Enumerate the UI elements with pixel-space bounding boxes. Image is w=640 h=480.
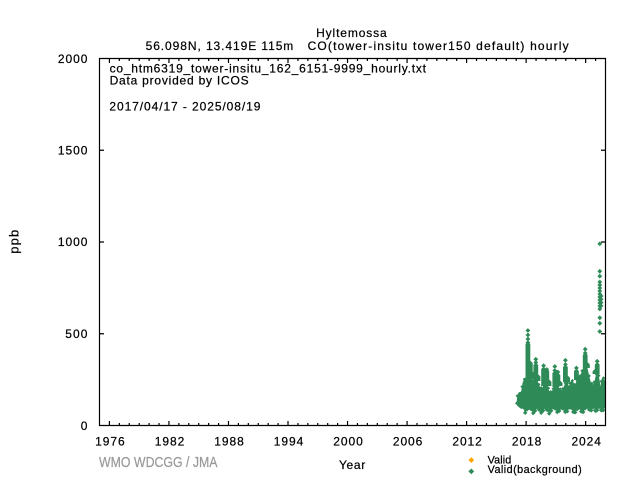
svg-text:2000: 2000 [58, 52, 88, 66]
svg-text:2000: 2000 [333, 434, 363, 448]
svg-text:Valid(background): Valid(background) [488, 464, 582, 476]
svg-text:WMO WDCGG / JMA: WMO WDCGG / JMA [99, 454, 218, 471]
svg-text:2012: 2012 [452, 434, 482, 448]
svg-text:2018: 2018 [512, 434, 542, 448]
svg-text:Data provided by ICOS: Data provided by ICOS [110, 74, 249, 88]
svg-text:1982: 1982 [155, 434, 185, 448]
svg-text:1988: 1988 [214, 434, 244, 448]
svg-text:1000: 1000 [58, 235, 88, 249]
svg-text:Valid: Valid [488, 454, 512, 466]
svg-text:500: 500 [65, 327, 87, 341]
svg-text:2024: 2024 [571, 434, 601, 448]
svg-text:1500: 1500 [58, 144, 88, 158]
svg-text:co_htm6319_tower-insitu_162_61: co_htm6319_tower-insitu_162_6151-9999_ho… [110, 61, 427, 75]
svg-text:Year: Year [339, 458, 365, 472]
svg-text:ppb: ppb [6, 230, 21, 254]
svg-text:2006: 2006 [393, 434, 423, 448]
svg-text:CO(tower-insitu tower150 defau: CO(tower-insitu tower150 default) hourly [308, 39, 569, 53]
svg-text:0: 0 [81, 419, 88, 433]
svg-text:1976: 1976 [95, 434, 125, 448]
svg-text:2017/04/17 - 2025/08/19: 2017/04/17 - 2025/08/19 [109, 99, 260, 113]
svg-text:1994: 1994 [274, 434, 304, 448]
svg-text:Hyltemossa: Hyltemossa [316, 26, 387, 40]
svg-text:56.098N, 13.419E 115m: 56.098N, 13.419E 115m [146, 39, 294, 53]
